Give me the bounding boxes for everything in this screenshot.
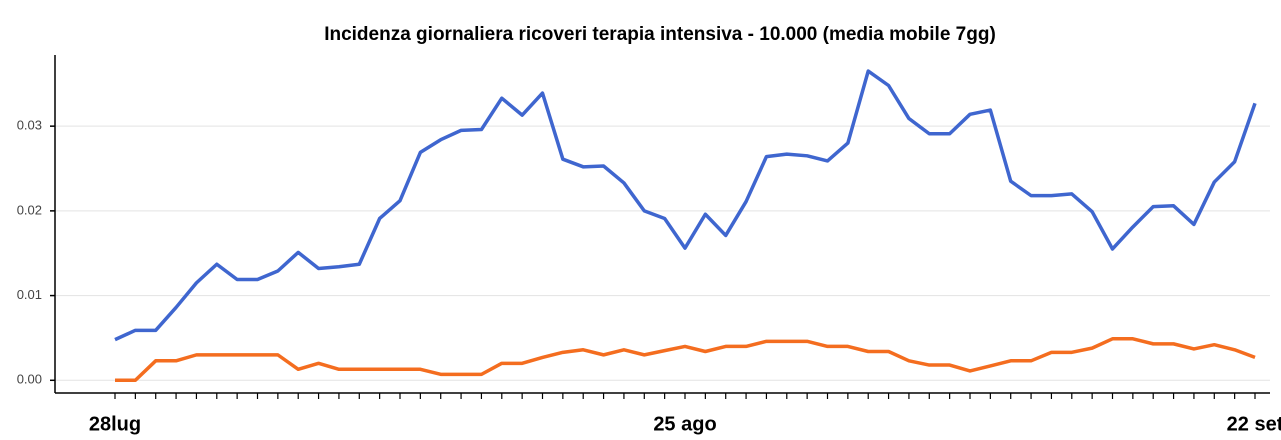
x-tick-label: 22 set (1227, 413, 1281, 435)
y-tick-label: 0.03 (17, 118, 42, 133)
y-tick-label: 0.01 (17, 287, 42, 302)
series-line (115, 337, 1256, 383)
x-tick-label: 25 ago (653, 413, 716, 435)
chart-title: Incidenza giornaliera ricoveri terapia i… (324, 24, 996, 45)
y-tick-label: 0.02 (17, 202, 42, 217)
series-line (114, 69, 1257, 342)
x-tick-label: 28lug (89, 413, 141, 435)
y-tick-label: 0.00 (17, 372, 42, 387)
